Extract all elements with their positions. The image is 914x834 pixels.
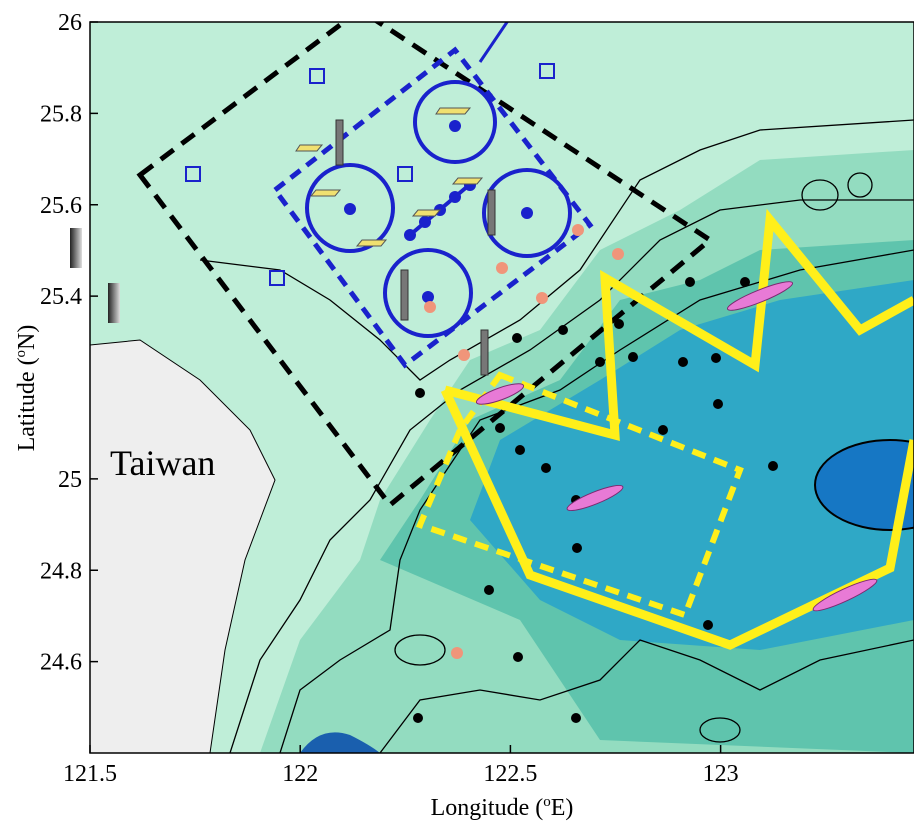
x-axis-title: Longitude (oE) <box>431 794 574 821</box>
x-tick-label: 123 <box>703 761 739 787</box>
x-title-sup: o <box>543 794 551 810</box>
x-title-part: Longitude ( <box>431 795 544 821</box>
y-tick-label: 24.8 <box>40 558 82 584</box>
y-tick-label: 25.8 <box>40 101 82 127</box>
map-layers: Taiwan <box>90 0 914 753</box>
y-tick-label: 25.4 <box>40 284 82 310</box>
legend-bar <box>108 283 120 323</box>
y-tick-label: 25.6 <box>40 193 82 219</box>
x-tick-label: 122.5 <box>483 761 537 787</box>
y-title-sup: o <box>13 350 29 358</box>
legend-bar <box>70 228 82 268</box>
y-title-part: Latitude ( <box>14 357 40 451</box>
x-title-part: E) <box>551 795 574 821</box>
y-tick-label: 26 <box>58 10 82 36</box>
x-tick-label: 121.5 <box>63 761 117 787</box>
y-tick-label: 25 <box>58 467 82 493</box>
place-label: Taiwan <box>110 443 215 483</box>
map-figure: Taiwan 121.5 122 122.5 123 24.6 24.8 25 25.4 25.… <box>0 0 914 829</box>
y-tick-label: 24.6 <box>40 650 82 676</box>
page: {"map": { "xlim": [121.5, 123.46], "ylim… <box>0 0 914 834</box>
y-title-part: N) <box>14 325 40 350</box>
y-axis-title: Latitude (oN) <box>13 325 40 452</box>
x-tick-label: 122 <box>282 761 318 787</box>
